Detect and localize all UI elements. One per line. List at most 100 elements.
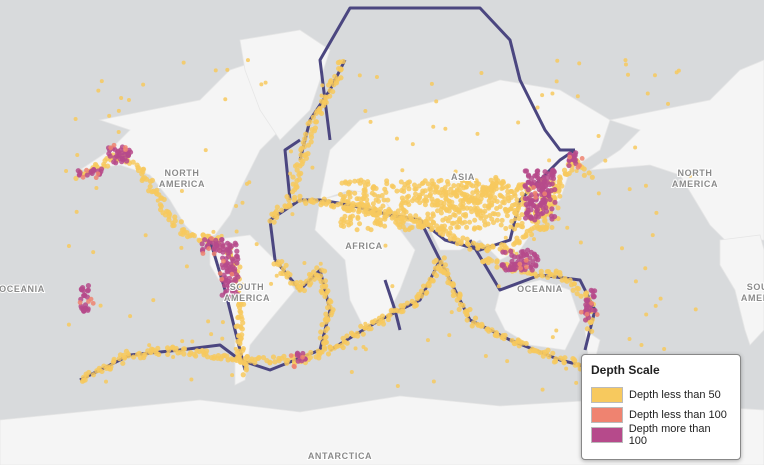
- quake: [297, 197, 303, 203]
- quake: [381, 197, 387, 203]
- quake: [388, 307, 394, 314]
- region-label: ASIA: [451, 172, 475, 182]
- quake: [271, 261, 277, 267]
- region-label: AMERICA: [224, 293, 270, 303]
- quake: [308, 139, 314, 145]
- quake: [313, 272, 319, 278]
- quake: [355, 214, 361, 220]
- quake: [375, 212, 381, 218]
- quake: [221, 258, 226, 264]
- quake: [436, 226, 442, 232]
- quake: [470, 183, 476, 189]
- quake: [211, 245, 217, 251]
- quake: [199, 241, 205, 247]
- quake: [565, 225, 570, 230]
- quake: [412, 182, 418, 188]
- quake: [412, 186, 418, 192]
- legend-title: Depth Scale: [591, 363, 660, 377]
- quake: [220, 320, 225, 325]
- quake: [480, 210, 486, 216]
- quake: [457, 301, 464, 308]
- quake: [220, 241, 226, 248]
- quake: [398, 179, 404, 185]
- quake: [117, 156, 123, 162]
- quake: [318, 261, 323, 266]
- quake: [482, 203, 488, 209]
- quake: [277, 262, 283, 268]
- quake: [290, 212, 295, 217]
- quake: [557, 269, 563, 276]
- quake: [342, 193, 348, 199]
- quake: [527, 264, 534, 270]
- quake: [289, 189, 296, 195]
- quake: [539, 273, 546, 279]
- quake: [579, 155, 585, 161]
- quake: [501, 265, 508, 271]
- quake: [457, 219, 463, 225]
- quake: [317, 105, 323, 111]
- quake: [438, 210, 444, 216]
- quake: [487, 193, 493, 199]
- quake: [471, 226, 477, 232]
- quake: [232, 240, 238, 246]
- quake: [155, 198, 160, 203]
- quake: [485, 187, 491, 193]
- quake: [341, 339, 348, 345]
- quake: [222, 277, 229, 283]
- quake: [322, 94, 328, 100]
- quake: [77, 172, 83, 178]
- quake: [248, 358, 254, 364]
- quake: [320, 83, 325, 88]
- quake: [654, 210, 659, 215]
- quake: [574, 291, 580, 297]
- quake: [238, 360, 243, 365]
- quake: [462, 219, 468, 225]
- quake: [211, 229, 216, 234]
- quake: [165, 209, 171, 215]
- quake: [379, 313, 386, 319]
- quake: [516, 120, 521, 125]
- quake: [233, 253, 240, 259]
- quake: [239, 282, 246, 288]
- quake: [490, 181, 496, 187]
- quake: [128, 314, 133, 319]
- quake: [442, 188, 447, 193]
- quake: [384, 178, 390, 184]
- quake: [276, 355, 282, 362]
- quake: [85, 307, 91, 313]
- quake: [533, 263, 539, 269]
- quake: [319, 93, 324, 98]
- quake: [181, 60, 186, 65]
- quake: [482, 222, 488, 228]
- quake: [358, 323, 364, 329]
- quake: [575, 94, 580, 99]
- quake: [356, 196, 362, 202]
- quake: [222, 290, 229, 296]
- quake: [130, 159, 136, 165]
- quake: [80, 174, 86, 180]
- quake: [126, 353, 132, 359]
- quake: [203, 148, 208, 153]
- quake: [520, 234, 526, 240]
- quake: [445, 189, 451, 195]
- quake: [653, 303, 658, 308]
- quake: [305, 151, 311, 157]
- quake: [566, 162, 572, 169]
- legend-label: Depth less than 100: [629, 409, 727, 421]
- quake: [422, 202, 428, 208]
- quake: [85, 287, 91, 293]
- quake: [351, 333, 358, 339]
- quake: [499, 217, 505, 223]
- quake: [519, 212, 525, 218]
- quake: [242, 298, 247, 303]
- quake: [547, 196, 553, 203]
- quake: [519, 191, 525, 197]
- quake: [289, 149, 293, 154]
- quake: [438, 206, 444, 212]
- quake: [534, 168, 540, 174]
- quake: [494, 217, 500, 223]
- quake: [431, 270, 438, 276]
- quake: [409, 198, 415, 204]
- quake: [225, 269, 231, 275]
